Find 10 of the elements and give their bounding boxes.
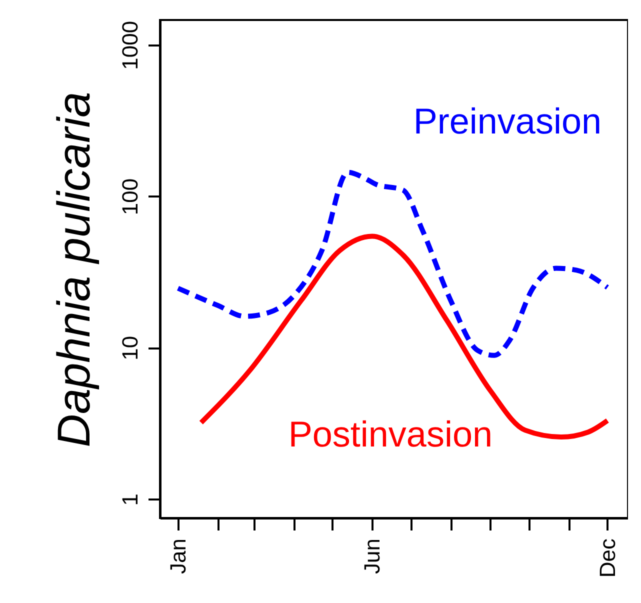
x-tick-label: Jan: [166, 538, 190, 574]
y-tick-label: 100: [118, 178, 142, 216]
y-tick-label: 1000: [118, 20, 142, 70]
x-tick-label: Dec: [594, 538, 620, 578]
x-tick-label: Jun: [360, 538, 385, 574]
y-tick-label: 1: [118, 493, 142, 506]
series-label: Postinvasion: [288, 414, 492, 455]
series-label: Preinvasion: [413, 100, 602, 142]
y-axis-title: Daphnia pulicaria: [48, 92, 100, 448]
y-tick-label: 10: [118, 336, 142, 360]
